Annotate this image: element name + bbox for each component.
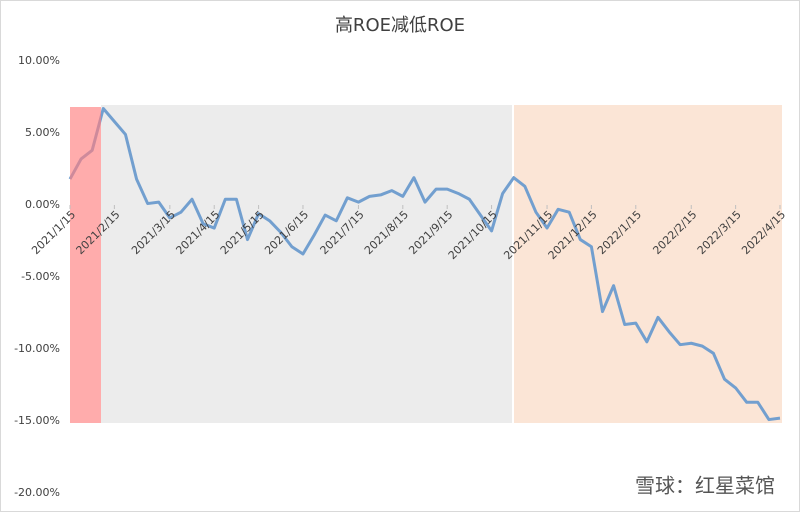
y-tick-label: -10.00%	[14, 342, 60, 355]
y-tick-label: -5.00%	[21, 270, 60, 283]
y-tick-label: 5.00%	[25, 126, 60, 139]
y-tick-label: 0.00%	[25, 198, 60, 211]
line-series	[68, 107, 781, 422]
watermark: 雪球：红星菜馆	[635, 474, 775, 498]
chart-title: 高ROE减低ROE	[335, 15, 465, 36]
peach-region	[513, 105, 782, 423]
y-tick-label: 10.00%	[18, 54, 60, 67]
red-region	[70, 107, 101, 423]
y-tick-label: -15.00%	[14, 414, 60, 427]
y-tick-label: -20.00%	[14, 486, 60, 499]
gray-region	[101, 105, 513, 423]
